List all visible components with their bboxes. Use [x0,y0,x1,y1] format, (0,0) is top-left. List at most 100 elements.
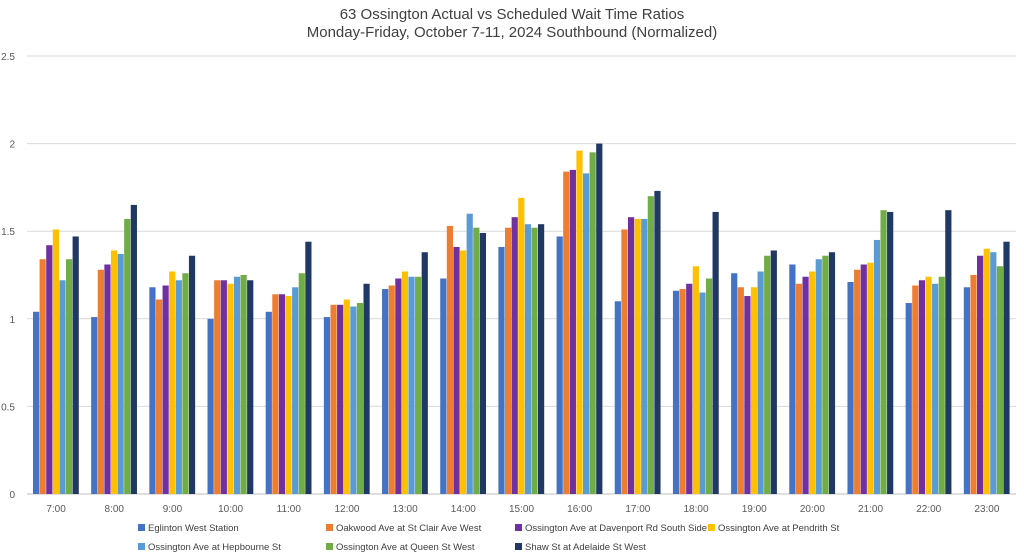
x-tick-label: 10:00 [218,504,243,515]
bar [330,304,337,494]
bar [149,287,156,494]
bar [634,218,641,494]
bar [401,271,409,494]
x-tick-label: 20:00 [800,504,825,515]
bar [621,229,628,494]
bar [737,287,744,494]
bar [925,276,932,494]
legend-label: Shaw St at Adelaide St West [525,542,646,553]
legend-swatch [515,543,522,550]
chart-title: 63 Ossington Actual vs Scheduled Wait Ti… [339,6,685,23]
bar [789,264,796,494]
x-tick-label: 12:00 [334,504,359,515]
bar [188,255,196,494]
bar [828,252,836,494]
bar [440,278,447,494]
bar [32,311,40,494]
bar [363,283,370,494]
y-tick-label: 0 [9,490,15,501]
bar [247,280,254,494]
bar [822,255,829,494]
bar [46,245,53,494]
chart-subtitle: Monday-Friday, October 7-11, 2024 Southb… [306,24,718,41]
bar [589,152,596,495]
bar [323,317,331,494]
y-tick-label: 0.5 [1,402,15,413]
bar [233,276,241,494]
bar [654,190,661,494]
y-tick-label: 1.5 [1,227,15,238]
bar [72,236,79,494]
bar [298,273,305,494]
bar [59,280,66,494]
bar [672,290,680,494]
bar [873,239,881,494]
bar [220,280,227,494]
x-tick-label: 13:00 [393,504,418,515]
bar [692,266,699,494]
x-tick-label: 16:00 [567,504,592,515]
bar [582,173,590,494]
bar [854,269,861,494]
x-tick-label: 19:00 [742,504,767,515]
bar [65,259,73,494]
bar [104,264,111,494]
x-tick-label: 22:00 [916,504,941,515]
bar [356,303,364,494]
bar [511,217,518,494]
bar [1003,241,1010,494]
legend-swatch [326,543,333,550]
bar [343,299,350,494]
bar [292,287,299,494]
bar [641,218,648,494]
bar [531,227,538,494]
bar [169,271,176,494]
bar [91,317,98,494]
y-tick-label: 2 [9,140,15,151]
y-tick-label: 1 [9,315,15,326]
bar [990,252,997,494]
bar [272,294,279,494]
legend-swatch [326,524,333,531]
bar [460,250,467,494]
bar [524,224,531,494]
bar [97,269,104,494]
bar [679,289,686,494]
bar [918,280,926,494]
bar [977,255,984,494]
bar [278,294,286,494]
x-tick-label: 18:00 [684,504,709,515]
bar [699,292,706,494]
bar [712,211,719,494]
bar [847,282,854,494]
bar [905,303,912,494]
bar [466,213,473,494]
bar [770,250,777,494]
bar [421,252,428,494]
x-tick-label: 11:00 [277,504,302,515]
x-tick-label: 14:00 [451,504,476,515]
x-tick-label: 17:00 [625,504,650,515]
x-tick-label: 23:00 [974,504,999,515]
bar [130,204,137,495]
bar [446,225,454,494]
bar [207,318,214,494]
legend-label: Oakwood Ave at St Clair Ave West [336,523,482,534]
bar [305,241,312,494]
bar [764,255,771,494]
bar [576,150,583,495]
bar [227,283,234,494]
bar [912,285,919,494]
legend-label: Ossington Ave at Hepbourne St [148,542,281,553]
bar [627,217,635,494]
bar [162,285,169,494]
bar [860,264,867,494]
bar [518,197,525,494]
bar [395,278,402,494]
bar [867,262,874,494]
bar [647,196,654,494]
bar [744,296,751,494]
bar [795,283,803,494]
